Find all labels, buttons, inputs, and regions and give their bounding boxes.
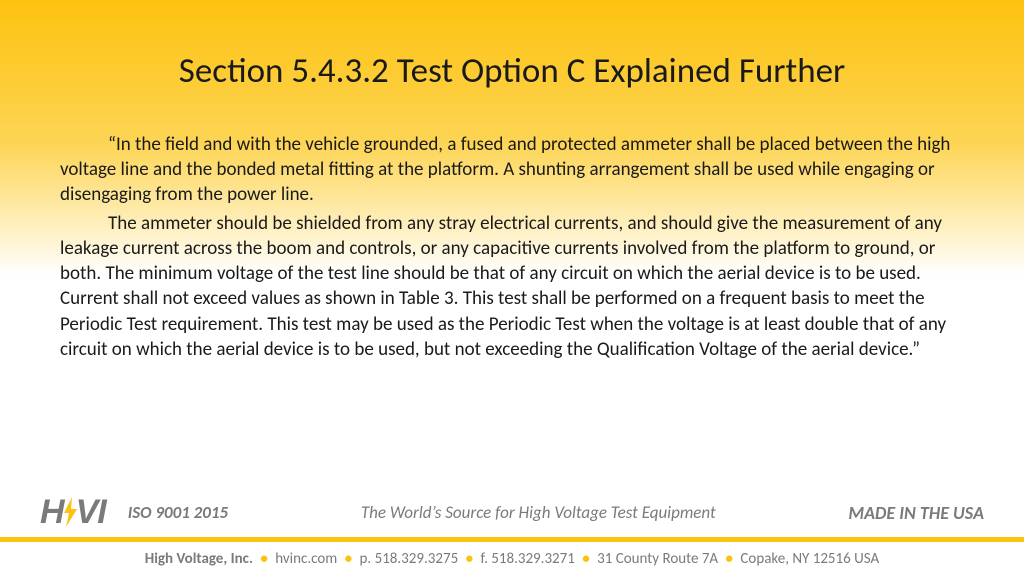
slide: Section 5.4.3.2 Test Option C Explained …: [0, 0, 1024, 576]
lightning-bolt-icon: [61, 497, 79, 527]
slide-title: Section 5.4.3.2 Test Option C Explained …: [0, 50, 1024, 92]
separator-icon: •: [726, 550, 733, 568]
street: 31 County Route 7A: [597, 550, 718, 568]
tagline: The World’s Source for High Voltage Test…: [228, 502, 848, 523]
body-text: “In the field and with the vehicle groun…: [60, 132, 964, 366]
phone: p. 518.329.3275: [360, 550, 459, 568]
logo-letter-v: V: [76, 493, 98, 532]
company-name: High Voltage, Inc.: [145, 550, 253, 568]
hvi-logo: H V I: [40, 493, 106, 532]
city-state-zip: Copake, NY 12516 USA: [740, 550, 879, 568]
paragraph-2: The ammeter should be shielded from any …: [60, 211, 964, 361]
footer-band: H V I ISO 9001 2015 The World’s Source f…: [0, 488, 1024, 542]
address-line: High Voltage, Inc. • hvinc.com • p. 518.…: [0, 550, 1024, 568]
separator-icon: •: [345, 550, 352, 568]
separator-icon: •: [260, 550, 267, 568]
fax: f. 518.329.3271: [481, 550, 575, 568]
separator-icon: •: [466, 550, 473, 568]
logo-letter-i: I: [97, 493, 105, 532]
separator-icon: •: [582, 550, 589, 568]
iso-cert: ISO 9001 2015: [128, 502, 228, 523]
made-in-usa: MADE IN THE USA: [848, 502, 984, 524]
paragraph-1: “In the field and with the vehicle groun…: [60, 132, 964, 207]
website: hvinc.com: [275, 550, 337, 568]
